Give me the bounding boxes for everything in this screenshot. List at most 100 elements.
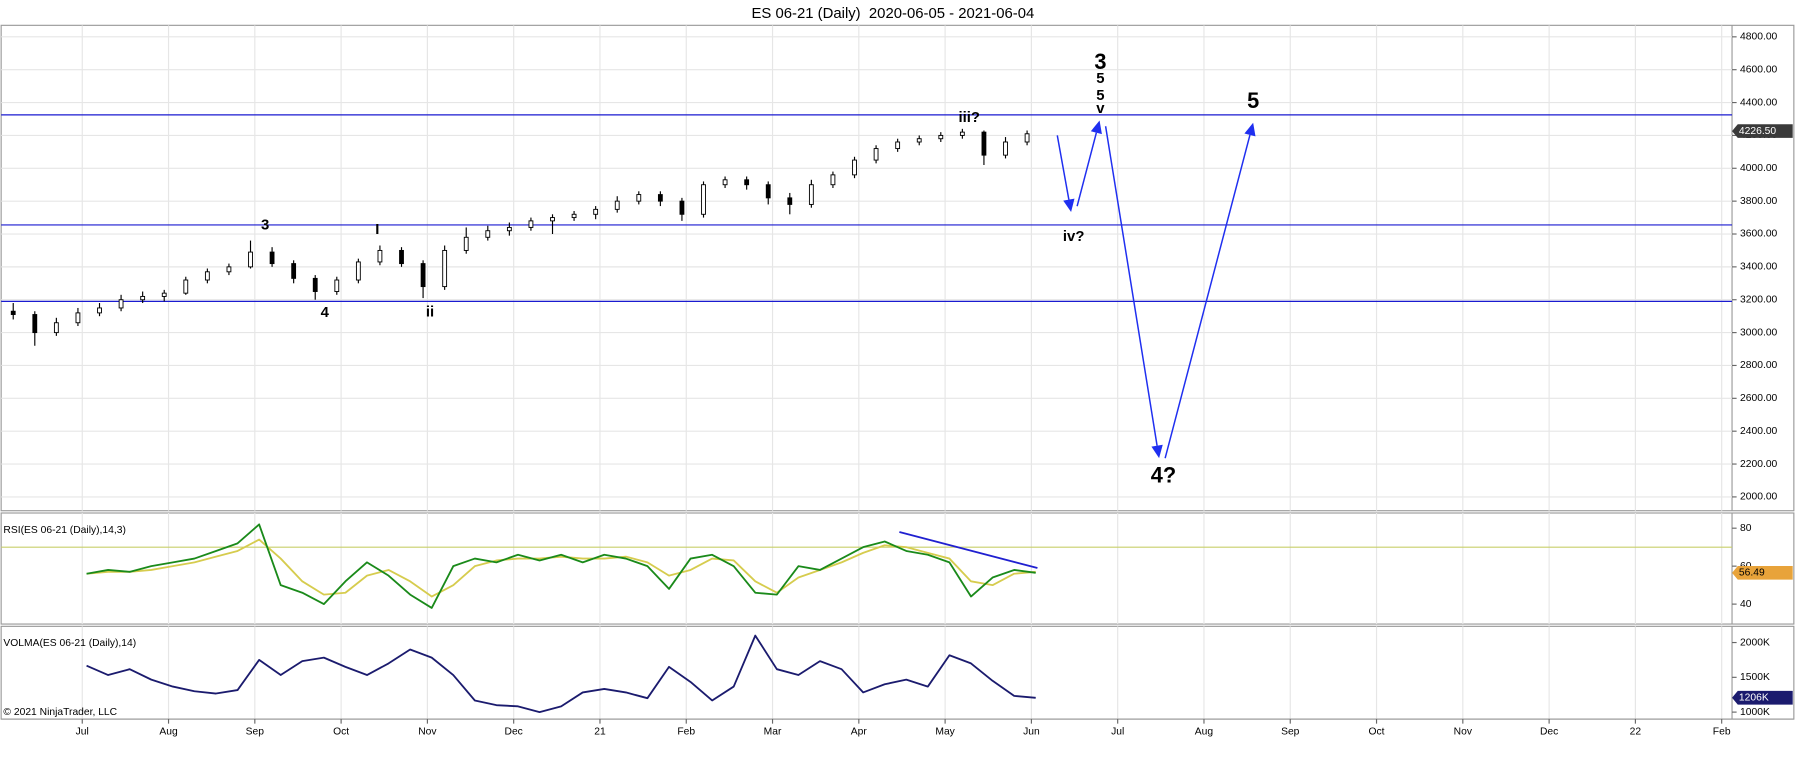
candle-body bbox=[787, 197, 793, 205]
last-value-tag bbox=[1732, 690, 1793, 705]
y-tick-label: 3200.00 bbox=[1740, 294, 1777, 305]
panel: 2000.00 2200.00 2400.00 2600.00 2800.00 3000.… bbox=[0, 24, 1795, 512]
y-tick-label: 4800.00 bbox=[1740, 32, 1777, 43]
candle-body bbox=[10, 310, 16, 315]
last-value-tag bbox=[1732, 565, 1793, 580]
x-tick-label: Dec bbox=[505, 726, 523, 737]
y-tick-label: 2800.00 bbox=[1740, 360, 1777, 371]
candle-body bbox=[722, 179, 728, 186]
candle-body bbox=[550, 217, 555, 222]
x-tick-label: Aug bbox=[1195, 726, 1214, 737]
y-tick-label: 3000.00 bbox=[1740, 327, 1777, 338]
panel-frame bbox=[0, 512, 1795, 625]
x-tick-label: 22 bbox=[1630, 726, 1642, 737]
candle-body bbox=[204, 271, 210, 281]
candle-body bbox=[679, 200, 685, 215]
last-value-label: 1206K bbox=[1739, 692, 1769, 703]
wave-label: v bbox=[1096, 101, 1105, 117]
wave-label: 4? bbox=[1151, 462, 1176, 487]
candle-body bbox=[485, 230, 491, 238]
series-line bbox=[86, 523, 1036, 609]
candle-body bbox=[593, 208, 599, 215]
projection-arrow bbox=[1056, 135, 1070, 200]
candle-body bbox=[118, 299, 124, 309]
candle-body bbox=[420, 263, 426, 288]
candle-body bbox=[808, 184, 814, 205]
y-tick-label: 4400.00 bbox=[1740, 97, 1777, 108]
wave-label: 5 bbox=[1247, 88, 1259, 113]
copyright: © 2021 NinjaTrader, LLC bbox=[3, 707, 117, 718]
candle-body bbox=[1024, 133, 1030, 143]
candle-body bbox=[852, 159, 857, 176]
candle-body bbox=[895, 141, 901, 150]
x-tick-label: Sep bbox=[1281, 726, 1300, 737]
last-value-label: 4226.50 bbox=[1739, 126, 1776, 137]
y-tick-label: 1500K bbox=[1740, 672, 1770, 683]
candle-body bbox=[161, 292, 167, 297]
candle-body bbox=[32, 314, 38, 334]
y-tick-label: 80 bbox=[1740, 523, 1752, 534]
candle-body bbox=[657, 194, 663, 202]
series-line bbox=[86, 634, 1036, 714]
candle-body bbox=[959, 131, 965, 136]
panel-label: RSI(ES 06-21 (Daily),14,3) bbox=[3, 525, 125, 536]
arrow-head bbox=[1151, 444, 1163, 459]
y-tick-label: 4000.00 bbox=[1740, 163, 1777, 174]
candle-body bbox=[981, 131, 987, 156]
x-tick-label: Oct bbox=[333, 726, 349, 737]
candle-body bbox=[830, 174, 836, 186]
candle-body bbox=[312, 277, 318, 292]
series-line bbox=[86, 538, 1036, 598]
x-tick-label: Aug bbox=[159, 726, 178, 737]
candle-body bbox=[938, 134, 944, 140]
candle-body bbox=[53, 322, 59, 334]
x-tick-label: Apr bbox=[851, 726, 868, 737]
projection-arrow bbox=[1104, 126, 1158, 446]
x-tick-label: Sep bbox=[246, 726, 265, 737]
wave-label: I bbox=[375, 222, 379, 238]
candle-body bbox=[355, 261, 361, 281]
candle-body bbox=[744, 179, 750, 186]
candle-body bbox=[97, 307, 102, 314]
candle-body bbox=[442, 249, 448, 288]
candle-body bbox=[571, 213, 577, 219]
x-tick-label: Feb bbox=[1713, 726, 1731, 737]
x-tick-label: Jul bbox=[76, 726, 89, 737]
candle-body bbox=[506, 226, 512, 232]
panel-frame bbox=[0, 24, 1795, 512]
wave-label: 3 bbox=[261, 218, 269, 234]
projection-arrow bbox=[1164, 134, 1251, 459]
wave-label: 5 bbox=[1096, 88, 1104, 104]
candle-body bbox=[614, 200, 620, 210]
trend-line bbox=[899, 531, 1038, 569]
candle-body bbox=[140, 295, 146, 301]
y-tick-label: 4600.00 bbox=[1740, 64, 1777, 75]
panel: 1000K 1500K 2000K VOLMA(ES 06-21 (Daily),14… bbox=[0, 625, 1795, 737]
x-tick-label: Nov bbox=[418, 726, 437, 737]
candle-body bbox=[873, 148, 879, 161]
last-value-label: 56.49 bbox=[1739, 568, 1765, 579]
candle-body bbox=[248, 251, 253, 268]
wave-label: ii bbox=[426, 304, 434, 320]
x-tick-label: May bbox=[935, 726, 955, 737]
panel: 406080RSI(ES 06-21 (Daily),14,3)56.49 bbox=[0, 512, 1795, 625]
y-tick-label: 2600.00 bbox=[1740, 393, 1777, 404]
x-tick-label: Dec bbox=[1540, 726, 1558, 737]
wave-label: iv? bbox=[1063, 229, 1085, 245]
panel-frame bbox=[0, 625, 1795, 720]
candle-body bbox=[528, 220, 534, 228]
candle-body bbox=[75, 312, 81, 324]
x-tick-label: Jun bbox=[1023, 726, 1040, 737]
candle-body bbox=[183, 279, 189, 294]
candle-body bbox=[701, 184, 706, 215]
candle-body bbox=[1003, 141, 1008, 156]
wave-label: 3 bbox=[1094, 49, 1106, 74]
projection-arrow bbox=[1076, 132, 1098, 207]
panel-label: VOLMA(ES 06-21 (Daily),14) bbox=[3, 638, 136, 649]
x-tick-label: Feb bbox=[677, 726, 695, 737]
y-tick-label: 2000K bbox=[1740, 637, 1770, 648]
y-tick-label: 3800.00 bbox=[1740, 196, 1777, 207]
candle-body bbox=[334, 279, 340, 292]
arrow-head bbox=[1063, 198, 1075, 212]
